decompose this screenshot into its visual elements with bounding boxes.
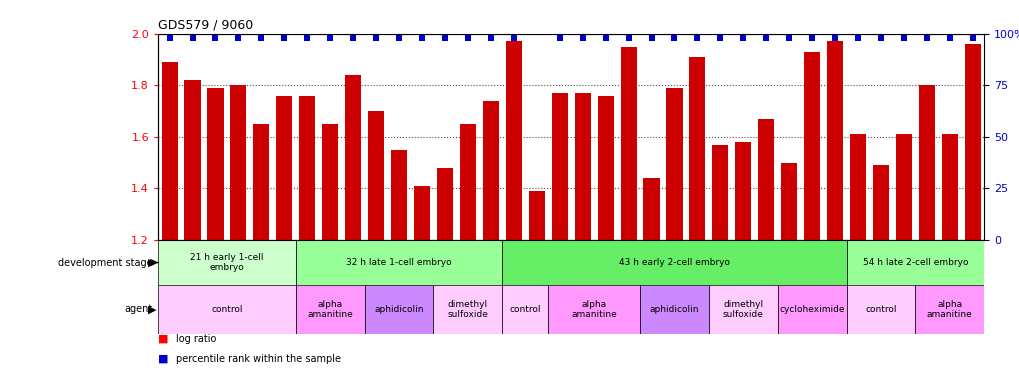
Text: alpha
amanitine: alpha amanitine <box>571 300 616 319</box>
Bar <box>460 124 476 240</box>
Bar <box>735 142 751 240</box>
Text: 32 h late 1-cell embryo: 32 h late 1-cell embryo <box>345 258 451 267</box>
Bar <box>941 134 957 240</box>
Bar <box>849 134 865 240</box>
Text: log ratio: log ratio <box>176 334 217 344</box>
Text: development stage: development stage <box>58 258 153 267</box>
Bar <box>414 186 430 240</box>
Bar <box>158 285 296 334</box>
Bar <box>276 96 292 240</box>
Bar <box>597 96 613 240</box>
Bar <box>433 285 501 334</box>
Bar <box>365 285 433 334</box>
Text: ■: ■ <box>158 354 168 364</box>
Bar <box>158 240 296 285</box>
Bar <box>708 285 777 334</box>
Bar <box>826 42 843 240</box>
Text: control: control <box>211 305 243 314</box>
Text: GDS579 / 9060: GDS579 / 9060 <box>158 18 253 31</box>
Bar <box>895 134 911 240</box>
Text: control: control <box>510 305 540 314</box>
Bar <box>184 80 201 240</box>
Bar <box>505 42 522 240</box>
Bar <box>964 44 980 240</box>
Bar <box>776 285 846 334</box>
Bar <box>368 111 384 240</box>
Bar <box>872 165 889 240</box>
Bar <box>803 52 819 240</box>
Bar <box>161 62 177 240</box>
Bar <box>711 145 728 240</box>
Bar <box>757 119 773 240</box>
Bar <box>528 191 544 240</box>
Bar <box>548 285 640 334</box>
Bar <box>689 57 705 240</box>
Bar <box>501 285 548 334</box>
Bar <box>915 285 983 334</box>
Text: ▶: ▶ <box>148 258 156 267</box>
Bar <box>781 163 797 240</box>
Bar <box>501 240 846 285</box>
Bar <box>846 240 983 285</box>
Bar <box>620 46 636 240</box>
Bar <box>207 88 223 240</box>
Bar <box>296 240 501 285</box>
Bar <box>846 285 914 334</box>
Bar <box>299 96 315 240</box>
Text: agent: agent <box>124 304 153 314</box>
Text: ■: ■ <box>158 334 168 344</box>
Text: aphidicolin: aphidicolin <box>374 305 424 314</box>
Text: aphidicolin: aphidicolin <box>649 305 699 314</box>
Text: 21 h early 1-cell
embryo: 21 h early 1-cell embryo <box>190 253 264 272</box>
Bar <box>482 101 498 240</box>
Text: dimethyl
sulfoxide: dimethyl sulfoxide <box>447 300 488 319</box>
Text: control: control <box>864 305 896 314</box>
Bar <box>436 168 452 240</box>
Text: cycloheximide: cycloheximide <box>779 305 844 314</box>
Bar <box>230 85 247 240</box>
Bar <box>322 124 338 240</box>
Bar <box>253 124 269 240</box>
Bar <box>640 285 708 334</box>
Text: percentile rank within the sample: percentile rank within the sample <box>176 354 341 364</box>
Bar <box>390 150 407 240</box>
Text: alpha
amanitine: alpha amanitine <box>307 300 353 319</box>
Bar <box>918 85 934 240</box>
Text: 43 h early 2-cell embryo: 43 h early 2-cell embryo <box>619 258 730 267</box>
Text: alpha
amanitine: alpha amanitine <box>926 300 972 319</box>
Bar <box>574 93 590 240</box>
Bar <box>344 75 361 240</box>
Bar <box>643 178 659 240</box>
Text: dimethyl
sulfoxide: dimethyl sulfoxide <box>722 300 763 319</box>
Text: ▶: ▶ <box>148 304 156 314</box>
Text: 54 h late 2-cell embryo: 54 h late 2-cell embryo <box>862 258 967 267</box>
Bar <box>296 285 365 334</box>
Bar <box>551 93 568 240</box>
Bar <box>665 88 682 240</box>
